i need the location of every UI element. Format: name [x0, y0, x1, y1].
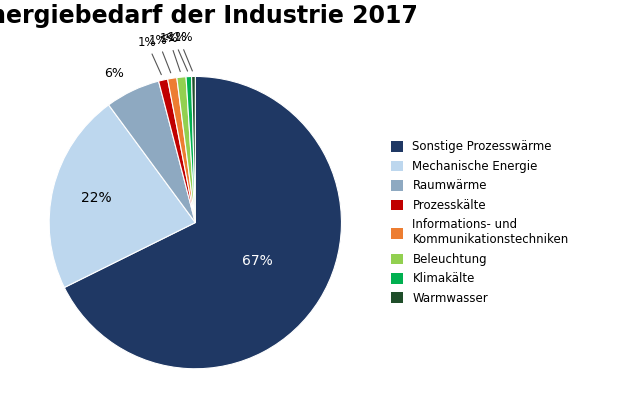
Wedge shape	[177, 77, 195, 223]
Wedge shape	[159, 79, 195, 223]
Wedge shape	[64, 76, 341, 369]
Text: 1%: 1%	[149, 34, 171, 73]
Wedge shape	[186, 76, 195, 223]
Wedge shape	[49, 105, 195, 288]
Text: <1%: <1%	[159, 32, 188, 71]
Wedge shape	[168, 78, 195, 223]
Wedge shape	[108, 81, 195, 223]
Wedge shape	[192, 76, 195, 223]
Text: 1%: 1%	[137, 36, 161, 75]
Text: 6%: 6%	[105, 67, 124, 80]
Title: Energiebedarf der Industrie 2017: Energiebedarf der Industrie 2017	[0, 4, 418, 28]
Text: 1%: 1%	[160, 32, 180, 71]
Text: 22%: 22%	[81, 192, 111, 205]
Legend: Sonstige Prozesswärme, Mechanische Energie, Raumwärme, Prozesskälte, Information: Sonstige Prozesswärme, Mechanische Energ…	[391, 140, 569, 305]
Text: <1%: <1%	[164, 32, 193, 71]
Text: 67%: 67%	[242, 254, 273, 268]
